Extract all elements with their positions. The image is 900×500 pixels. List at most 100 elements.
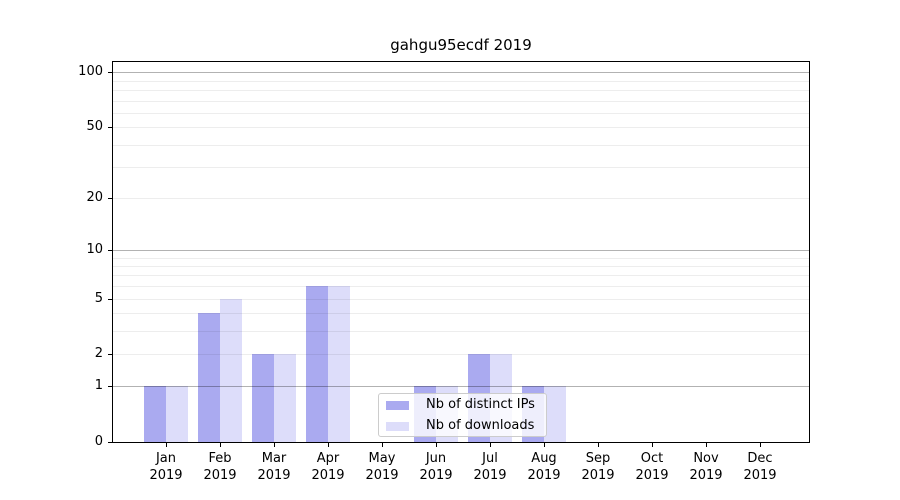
bar-nb-of-distinct-ips-apr-2019 [306,286,328,442]
y-tick-label-100: 100 [78,64,103,80]
x-tick-label-line: 2019 [635,467,669,483]
gridline-major-1 [113,386,809,388]
y-tick-10 [108,249,112,251]
gridline-minor-30 [113,166,809,168]
x-tick-label-may-2019: May 2019 [355,451,409,484]
x-tick-label-oct-2019: Oct 2019 [625,451,679,484]
x-tick-label-line: Mar [261,451,287,466]
x-tick-sep-2019 [598,443,599,447]
x-tick-jul-2019 [490,443,491,447]
bar-nb-of-distinct-ips-jan-2019 [144,386,166,442]
x-tick-label-line: 2019 [203,467,237,483]
x-tick-label-line: Sep [585,451,611,466]
gridline-minor-60 [113,112,809,114]
bar-nb-of-distinct-ips-feb-2019 [198,313,220,442]
x-tick-label-line: 2019 [473,467,507,483]
x-tick-label-nov-2019: Nov 2019 [679,451,733,484]
gridline-major-100 [113,72,809,74]
gridline-minor-90 [113,80,809,82]
x-tick-aug-2019 [544,443,545,447]
legend-item-nb-of-distinct-ips: Nb of distinct IPs [379,395,546,416]
x-tick-label-jul-2019: Jul 2019 [463,451,517,484]
y-tick-label-0: 0 [94,434,103,449]
gridline-major-10 [113,249,809,251]
x-tick-label-mar-2019: Mar 2019 [247,451,301,484]
x-tick-label-line: 2019 [257,467,291,483]
y-tick-label-5: 5 [94,290,103,306]
gridline-minor-80 [113,90,809,92]
x-tick-label-jan-2019: Jan 2019 [139,451,193,484]
gridline-minor-6 [113,286,809,288]
x-tick-label-line: Oct [640,451,664,466]
y-tick-20 [108,198,112,200]
gridline-minor-20 [113,198,809,200]
x-tick-label-line: Feb [208,451,232,466]
bar-nb-of-downloads-feb-2019 [220,298,242,442]
gridline-minor-5 [113,298,809,300]
x-tick-dec-2019 [760,443,761,447]
x-tick-label-line: 2019 [419,467,453,483]
bar-nb-of-downloads-aug-2019 [544,386,566,442]
x-tick-label-line: May [368,451,396,466]
gridline-minor-3 [113,330,809,332]
x-tick-label-line: Jan [155,451,177,466]
gridline-minor-9 [113,257,809,259]
x-tick-label-line: 2019 [581,467,615,483]
x-tick-jun-2019 [436,443,437,447]
plot-area [112,61,810,443]
legend-label-nb-of-distinct-ips: Nb of distinct IPs [426,397,535,412]
x-tick-label-line: 2019 [743,467,777,483]
x-tick-label-feb-2019: Feb 2019 [193,451,247,484]
grid-layer [113,62,809,442]
x-tick-label-apr-2019: Apr 2019 [301,451,355,484]
y-tick-label-10: 10 [86,241,103,257]
x-tick-label-sep-2019: Sep 2019 [571,451,625,484]
x-tick-oct-2019 [652,443,653,447]
bar-nb-of-downloads-mar-2019 [274,354,296,442]
gridline-minor-40 [113,144,809,146]
legend-label-nb-of-downloads: Nb of downloads [426,418,535,433]
gridline-minor-7 [113,275,809,277]
y-tick-100 [108,72,112,74]
gridline-minor-8 [113,266,809,268]
x-tick-label-line: Dec [747,451,773,466]
y-tick-0 [108,442,112,443]
x-tick-label-jun-2019: Jun 2019 [409,451,463,484]
x-tick-mar-2019 [274,443,275,447]
x-tick-feb-2019 [220,443,221,447]
y-tick-50 [108,127,112,129]
legend-swatch-nb-of-downloads [386,422,409,431]
bar-nb-of-distinct-ips-mar-2019 [252,354,274,442]
y-tick-label-1: 1 [94,378,103,394]
x-tick-label-line: 2019 [689,467,723,483]
gridline-minor-4 [113,313,809,315]
gridline-minor-50 [113,127,809,129]
y-tick-label-2: 2 [94,346,103,362]
x-tick-may-2019 [382,443,383,447]
gridline-minor-70 [113,100,809,102]
x-tick-label-aug-2019: Aug 2019 [517,451,571,484]
x-tick-label-line: 2019 [311,467,345,483]
bar-nb-of-downloads-jan-2019 [166,386,188,442]
bar-nb-of-downloads-apr-2019 [328,286,350,442]
x-tick-label-dec-2019: Dec 2019 [733,451,787,484]
gridline-minor-2 [113,354,809,356]
legend: Nb of distinct IPs Nb of downloads [378,393,547,437]
legend-swatch-nb-of-distinct-ips [386,401,409,410]
y-tick-1 [108,386,112,388]
chart-title: gahgu95ecdf 2019 [390,36,532,54]
x-tick-nov-2019 [706,443,707,447]
y-tick-5 [108,298,112,300]
y-tick-label-50: 50 [86,119,103,135]
x-tick-label-line: Nov [693,451,719,466]
x-tick-label-line: Jun [425,451,447,466]
y-tick-label-20: 20 [86,190,103,206]
x-tick-label-line: Apr [316,451,340,466]
legend-item-nb-of-downloads: Nb of downloads [379,416,546,437]
x-tick-label-line: 2019 [149,467,183,483]
x-tick-label-line: 2019 [365,467,399,483]
x-tick-apr-2019 [328,443,329,447]
x-tick-jan-2019 [166,443,167,447]
x-tick-label-line: Aug [531,451,557,466]
